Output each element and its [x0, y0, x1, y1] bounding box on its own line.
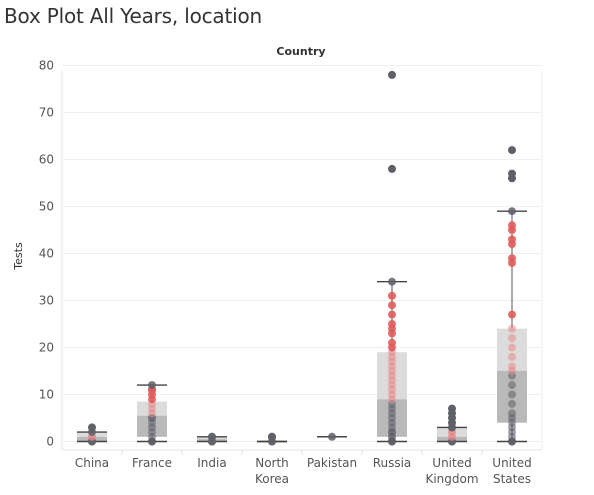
y-tick-label: 80	[39, 59, 54, 73]
data-point	[508, 362, 516, 371]
y-tick-layer: 0 10 20 30 40 50 60 70 80	[39, 59, 54, 449]
data-point	[388, 277, 396, 286]
data-point	[388, 320, 396, 328]
y-tick-label: 10	[39, 388, 54, 402]
x-tick-label: Russia	[373, 456, 412, 470]
x-tick-label-line: China	[75, 456, 109, 470]
x-tick-layer: China France India North Korea Pakistan Russia…	[75, 456, 532, 486]
data-point	[508, 310, 516, 319]
data-point	[508, 169, 516, 178]
column-header: Country	[276, 45, 325, 58]
data-point	[508, 254, 516, 263]
point-layer	[88, 70, 516, 446]
data-point	[508, 390, 516, 399]
chart-title: Box Plot All Years, location	[4, 4, 262, 28]
x-tick-label-line: Korea	[255, 472, 289, 486]
data-point	[388, 164, 396, 173]
data-point	[508, 235, 516, 244]
x-tick-label-line: Pakistan	[307, 456, 357, 470]
data-point	[508, 334, 516, 343]
x-tick-label-line: India	[197, 456, 226, 470]
data-point	[508, 409, 516, 418]
data-point	[208, 432, 216, 441]
y-tick-label: 50	[39, 200, 54, 214]
y-axis-label: Tests	[12, 242, 25, 271]
x-tick-label-line: Russia	[373, 456, 412, 470]
x-tick-label: United Kingdom	[425, 456, 478, 486]
data-point	[508, 381, 516, 390]
data-point	[508, 399, 516, 408]
data-point	[508, 221, 516, 230]
y-tick-label: 20	[39, 341, 54, 355]
data-point	[508, 352, 516, 361]
x-tick-label-line: United	[432, 456, 471, 470]
x-tick-label: China	[75, 456, 109, 470]
y-tick-label: 30	[39, 294, 54, 308]
data-point	[268, 432, 276, 441]
data-point	[508, 343, 516, 352]
y-tick-label: 40	[39, 247, 54, 261]
x-tick-label-line: North	[255, 456, 289, 470]
data-point	[508, 207, 516, 216]
x-tick-label-line: France	[132, 456, 172, 470]
data-point	[328, 432, 336, 441]
data-point	[148, 381, 156, 390]
data-point	[508, 324, 516, 333]
y-tick-label: 60	[39, 153, 54, 167]
grid-layer	[61, 65, 543, 455]
data-point	[388, 301, 396, 310]
x-tick-label: North Korea	[255, 456, 289, 486]
x-tick-label-line: United	[492, 456, 531, 470]
x-tick-label: France	[132, 456, 172, 470]
data-point	[388, 291, 396, 300]
data-point	[508, 146, 516, 155]
x-tick-label: India	[197, 456, 226, 470]
x-tick-label-line: States	[493, 472, 531, 486]
data-point	[388, 70, 396, 79]
y-tick-label: 70	[39, 106, 54, 120]
y-tick-label: 0	[46, 435, 54, 449]
data-point	[448, 404, 456, 413]
x-tick-label-line: Kingdom	[425, 472, 478, 486]
x-tick-label: United States	[492, 456, 531, 486]
data-point	[88, 423, 96, 432]
box-layer	[77, 210, 527, 443]
data-point	[388, 310, 396, 319]
data-point	[388, 338, 396, 347]
x-tick-label: Pakistan	[307, 456, 357, 470]
